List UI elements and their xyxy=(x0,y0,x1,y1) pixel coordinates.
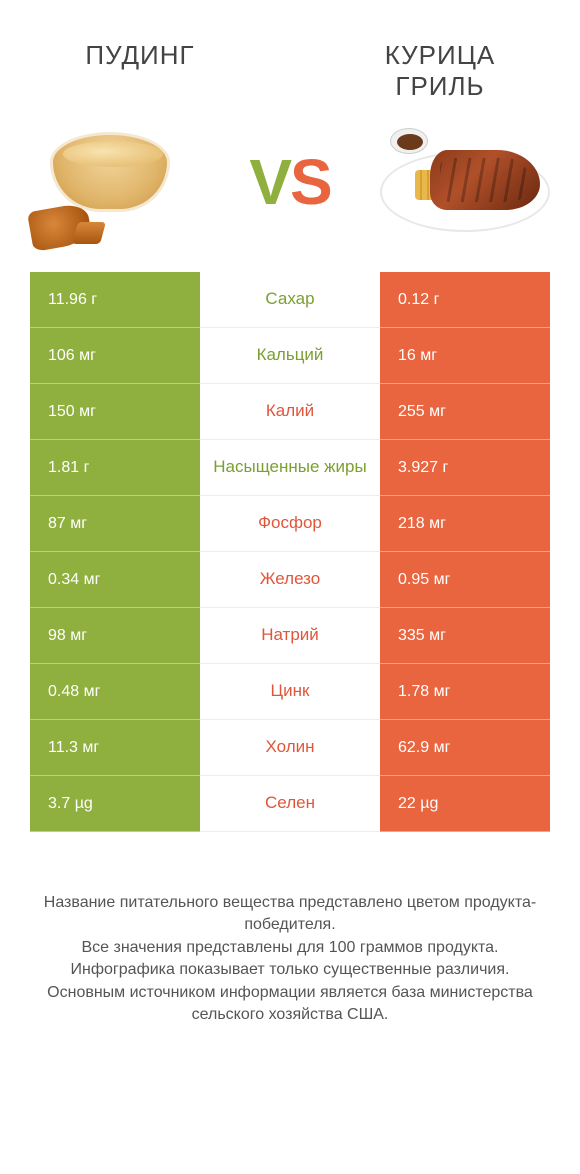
nutrient-label: Насыщенные жиры xyxy=(200,440,380,496)
vs-v: V xyxy=(249,146,290,218)
right-value: 16 мг xyxy=(380,328,550,384)
left-value: 3.7 µg xyxy=(30,776,200,832)
table-row: 150 мгКалий255 мг xyxy=(30,384,550,440)
right-value: 0.95 мг xyxy=(380,552,550,608)
right-value: 218 мг xyxy=(380,496,550,552)
table-row: 11.3 мгХолин62.9 мг xyxy=(30,720,550,776)
table-row: 0.48 мгЦинк1.78 мг xyxy=(30,664,550,720)
grilled-chicken-illustration xyxy=(380,122,550,242)
footer-line: Название питательного вещества представл… xyxy=(30,892,550,937)
footer-line: Все значения представлены для 100 граммо… xyxy=(30,937,550,959)
table-row: 1.81 гНасыщенные жиры3.927 г xyxy=(30,440,550,496)
left-value: 106 мг xyxy=(30,328,200,384)
left-value: 0.34 мг xyxy=(30,552,200,608)
footer-line: Инфографика показывает только существенн… xyxy=(30,959,550,981)
table-row: 3.7 µgСелен22 µg xyxy=(30,776,550,832)
footer-line: Основным источником информации является … xyxy=(30,982,550,1027)
right-value: 22 µg xyxy=(380,776,550,832)
left-value: 11.96 г xyxy=(30,272,200,328)
table-row: 11.96 гСахар0.12 г xyxy=(30,272,550,328)
vs-label: VS xyxy=(249,145,330,219)
nutrient-label: Натрий xyxy=(200,608,380,664)
vs-row: VS xyxy=(0,122,580,272)
left-value: 87 мг xyxy=(30,496,200,552)
left-value: 11.3 мг xyxy=(30,720,200,776)
nutrient-table: 11.96 гСахар0.12 г106 мгКальций16 мг150 … xyxy=(30,272,550,832)
right-value: 3.927 г xyxy=(380,440,550,496)
left-value: 0.48 мг xyxy=(30,664,200,720)
left-value: 1.81 г xyxy=(30,440,200,496)
table-row: 87 мгФосфор218 мг xyxy=(30,496,550,552)
nutrient-label: Холин xyxy=(200,720,380,776)
right-value: 62.9 мг xyxy=(380,720,550,776)
table-row: 106 мгКальций16 мг xyxy=(30,328,550,384)
table-row: 0.34 мгЖелезо0.95 мг xyxy=(30,552,550,608)
nutrient-label: Селен xyxy=(200,776,380,832)
right-value: 255 мг xyxy=(380,384,550,440)
left-value: 150 мг xyxy=(30,384,200,440)
left-value: 98 мг xyxy=(30,608,200,664)
nutrient-label: Железо xyxy=(200,552,380,608)
nutrient-label: Фосфор xyxy=(200,496,380,552)
nutrient-label: Калий xyxy=(200,384,380,440)
left-product-title: ПУДИНГ xyxy=(40,40,240,71)
right-value: 1.78 мг xyxy=(380,664,550,720)
table-row: 98 мгНатрий335 мг xyxy=(30,608,550,664)
pudding-illustration xyxy=(30,122,200,242)
nutrient-label: Сахар xyxy=(200,272,380,328)
footer-notes: Название питательного вещества представл… xyxy=(0,832,580,1026)
nutrient-label: Кальций xyxy=(200,328,380,384)
vs-s: S xyxy=(290,146,331,218)
right-value: 0.12 г xyxy=(380,272,550,328)
right-product-title: КУРИЦА ГРИЛЬ xyxy=(340,40,540,102)
header: ПУДИНГ КУРИЦА ГРИЛЬ xyxy=(0,0,580,122)
right-value: 335 мг xyxy=(380,608,550,664)
nutrient-label: Цинк xyxy=(200,664,380,720)
